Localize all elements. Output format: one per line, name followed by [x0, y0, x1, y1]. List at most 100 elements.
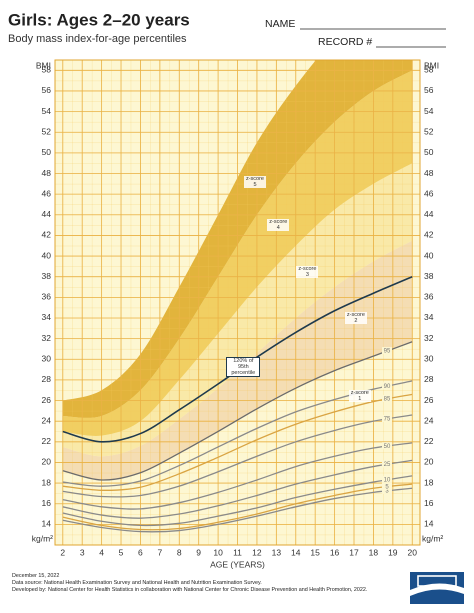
y-axis-label: BMI: [424, 60, 439, 70]
label-box: [381, 442, 392, 450]
y-tick-label: 40: [42, 250, 52, 260]
y-tick-label: 20: [424, 457, 434, 467]
y-tick-label: 30: [424, 354, 434, 364]
y-tick-label: 20: [42, 457, 52, 467]
cdc-logo: [410, 572, 464, 604]
series-label: 85: [384, 397, 391, 403]
y-tick-label: 44: [424, 209, 434, 219]
y-tick-label: 58: [42, 65, 52, 75]
y-tick-label: 34: [424, 312, 434, 322]
x-tick-label: 4: [99, 547, 104, 557]
plot-border: [54, 59, 421, 546]
label-box: [381, 460, 392, 468]
series-label: 25: [384, 462, 391, 468]
y-tick-label: 42: [424, 230, 434, 240]
y-tick-label: 38: [424, 271, 434, 281]
y-tick-label: 14: [424, 519, 434, 529]
y-tick-label: 46: [424, 188, 434, 198]
y-tick-label: 28: [42, 374, 52, 384]
y-tick-label: 16: [424, 498, 434, 508]
y-tick-label: 18: [42, 477, 52, 487]
percentile-line: [62, 459, 413, 519]
x-tick-label: 12: [252, 547, 262, 557]
x-axis-label: AGE (YEARS): [210, 559, 265, 569]
y-tick-label: 54: [42, 106, 52, 116]
percentile-line: [62, 341, 413, 481]
y-tick-label: 56: [42, 85, 52, 95]
label-box: [381, 395, 392, 403]
y-tick-label: 46: [42, 188, 52, 198]
label-box: [381, 486, 392, 494]
percentile-line: [62, 414, 413, 498]
y-tick-label: 24: [42, 415, 52, 425]
form-field: NAME: [265, 18, 295, 30]
y-axis-unit: kg/m²: [422, 533, 443, 543]
y-tick-label: 22: [424, 436, 434, 446]
footer-date: December 15, 2022: [12, 573, 60, 579]
chart-title: Girls: Ages 2–20 years: [8, 10, 190, 29]
y-tick-label: 54: [424, 106, 434, 116]
footer-developer: Developed by: National Center for Health…: [12, 587, 368, 593]
percentile-line: [62, 442, 413, 510]
reference-label: 120% of 95th percentile: [226, 356, 261, 377]
y-tick-label: 36: [424, 292, 434, 302]
z-score-label: z-score 2: [344, 311, 367, 324]
y-tick-label: 32: [42, 333, 52, 343]
y-tick-label: 44: [42, 209, 52, 219]
y-tick-label: 34: [42, 312, 52, 322]
y-tick-label: 58: [424, 65, 434, 75]
series-label: 50: [384, 444, 391, 450]
y-tick-label: 26: [42, 395, 52, 405]
x-tick-label: 6: [138, 547, 143, 557]
x-tick-label: 17: [349, 547, 359, 557]
y-tick-label: 32: [424, 333, 434, 343]
y-tick-label: 36: [42, 292, 52, 302]
y-axis-unit: kg/m²: [32, 533, 53, 543]
z-score-label: z-score 1: [348, 390, 371, 403]
percentile-line: [62, 487, 413, 533]
z-score-label: z-score 4: [267, 219, 290, 232]
x-tick-label: 18: [369, 547, 379, 557]
y-tick-label: 40: [424, 250, 434, 260]
series-label: 90: [384, 384, 391, 390]
x-tick-label: 5: [119, 547, 124, 557]
y-tick-label: 28: [424, 374, 434, 384]
y-tick-label: 18: [424, 477, 434, 487]
x-tick-label: 16: [330, 547, 340, 557]
label-box: [381, 347, 392, 355]
x-tick-label: 20: [407, 547, 417, 557]
y-tick-label: 56: [424, 85, 434, 95]
y-tick-label: 16: [42, 498, 52, 508]
y-tick-label: 30: [42, 354, 52, 364]
label-box: [381, 475, 392, 483]
y-tick-label: 52: [42, 126, 52, 136]
y-tick-label: 50: [42, 147, 52, 157]
plot-area: [55, 60, 420, 545]
y-tick-label: 14: [42, 519, 52, 529]
series-label: 95: [384, 349, 391, 355]
y-tick-label: 24: [424, 415, 434, 425]
x-tick-label: 19: [388, 547, 398, 557]
percentile-line: [62, 475, 413, 527]
series-label: 75: [384, 417, 391, 423]
x-tick-label: 8: [177, 547, 182, 557]
y-tick-label: 48: [424, 168, 434, 178]
z-score-label: z-score 3: [296, 265, 319, 278]
label-box: [381, 382, 392, 390]
y-tick-label: 48: [42, 168, 52, 178]
y-tick-label: 50: [424, 147, 434, 157]
y-tick-label: 38: [42, 271, 52, 281]
x-tick-label: 11: [233, 547, 242, 557]
y-tick-label: 42: [42, 230, 52, 240]
y-tick-label: 52: [424, 126, 434, 136]
y-tick-label: 26: [424, 395, 434, 405]
x-tick-label: 13: [272, 547, 282, 557]
y-tick-label: 22: [42, 436, 52, 446]
x-tick-label: 3: [80, 547, 85, 557]
x-tick-label: 15: [310, 547, 320, 557]
form-field: RECORD #: [318, 36, 372, 48]
percentile-line: [62, 393, 413, 491]
x-tick-label: 7: [157, 547, 162, 557]
